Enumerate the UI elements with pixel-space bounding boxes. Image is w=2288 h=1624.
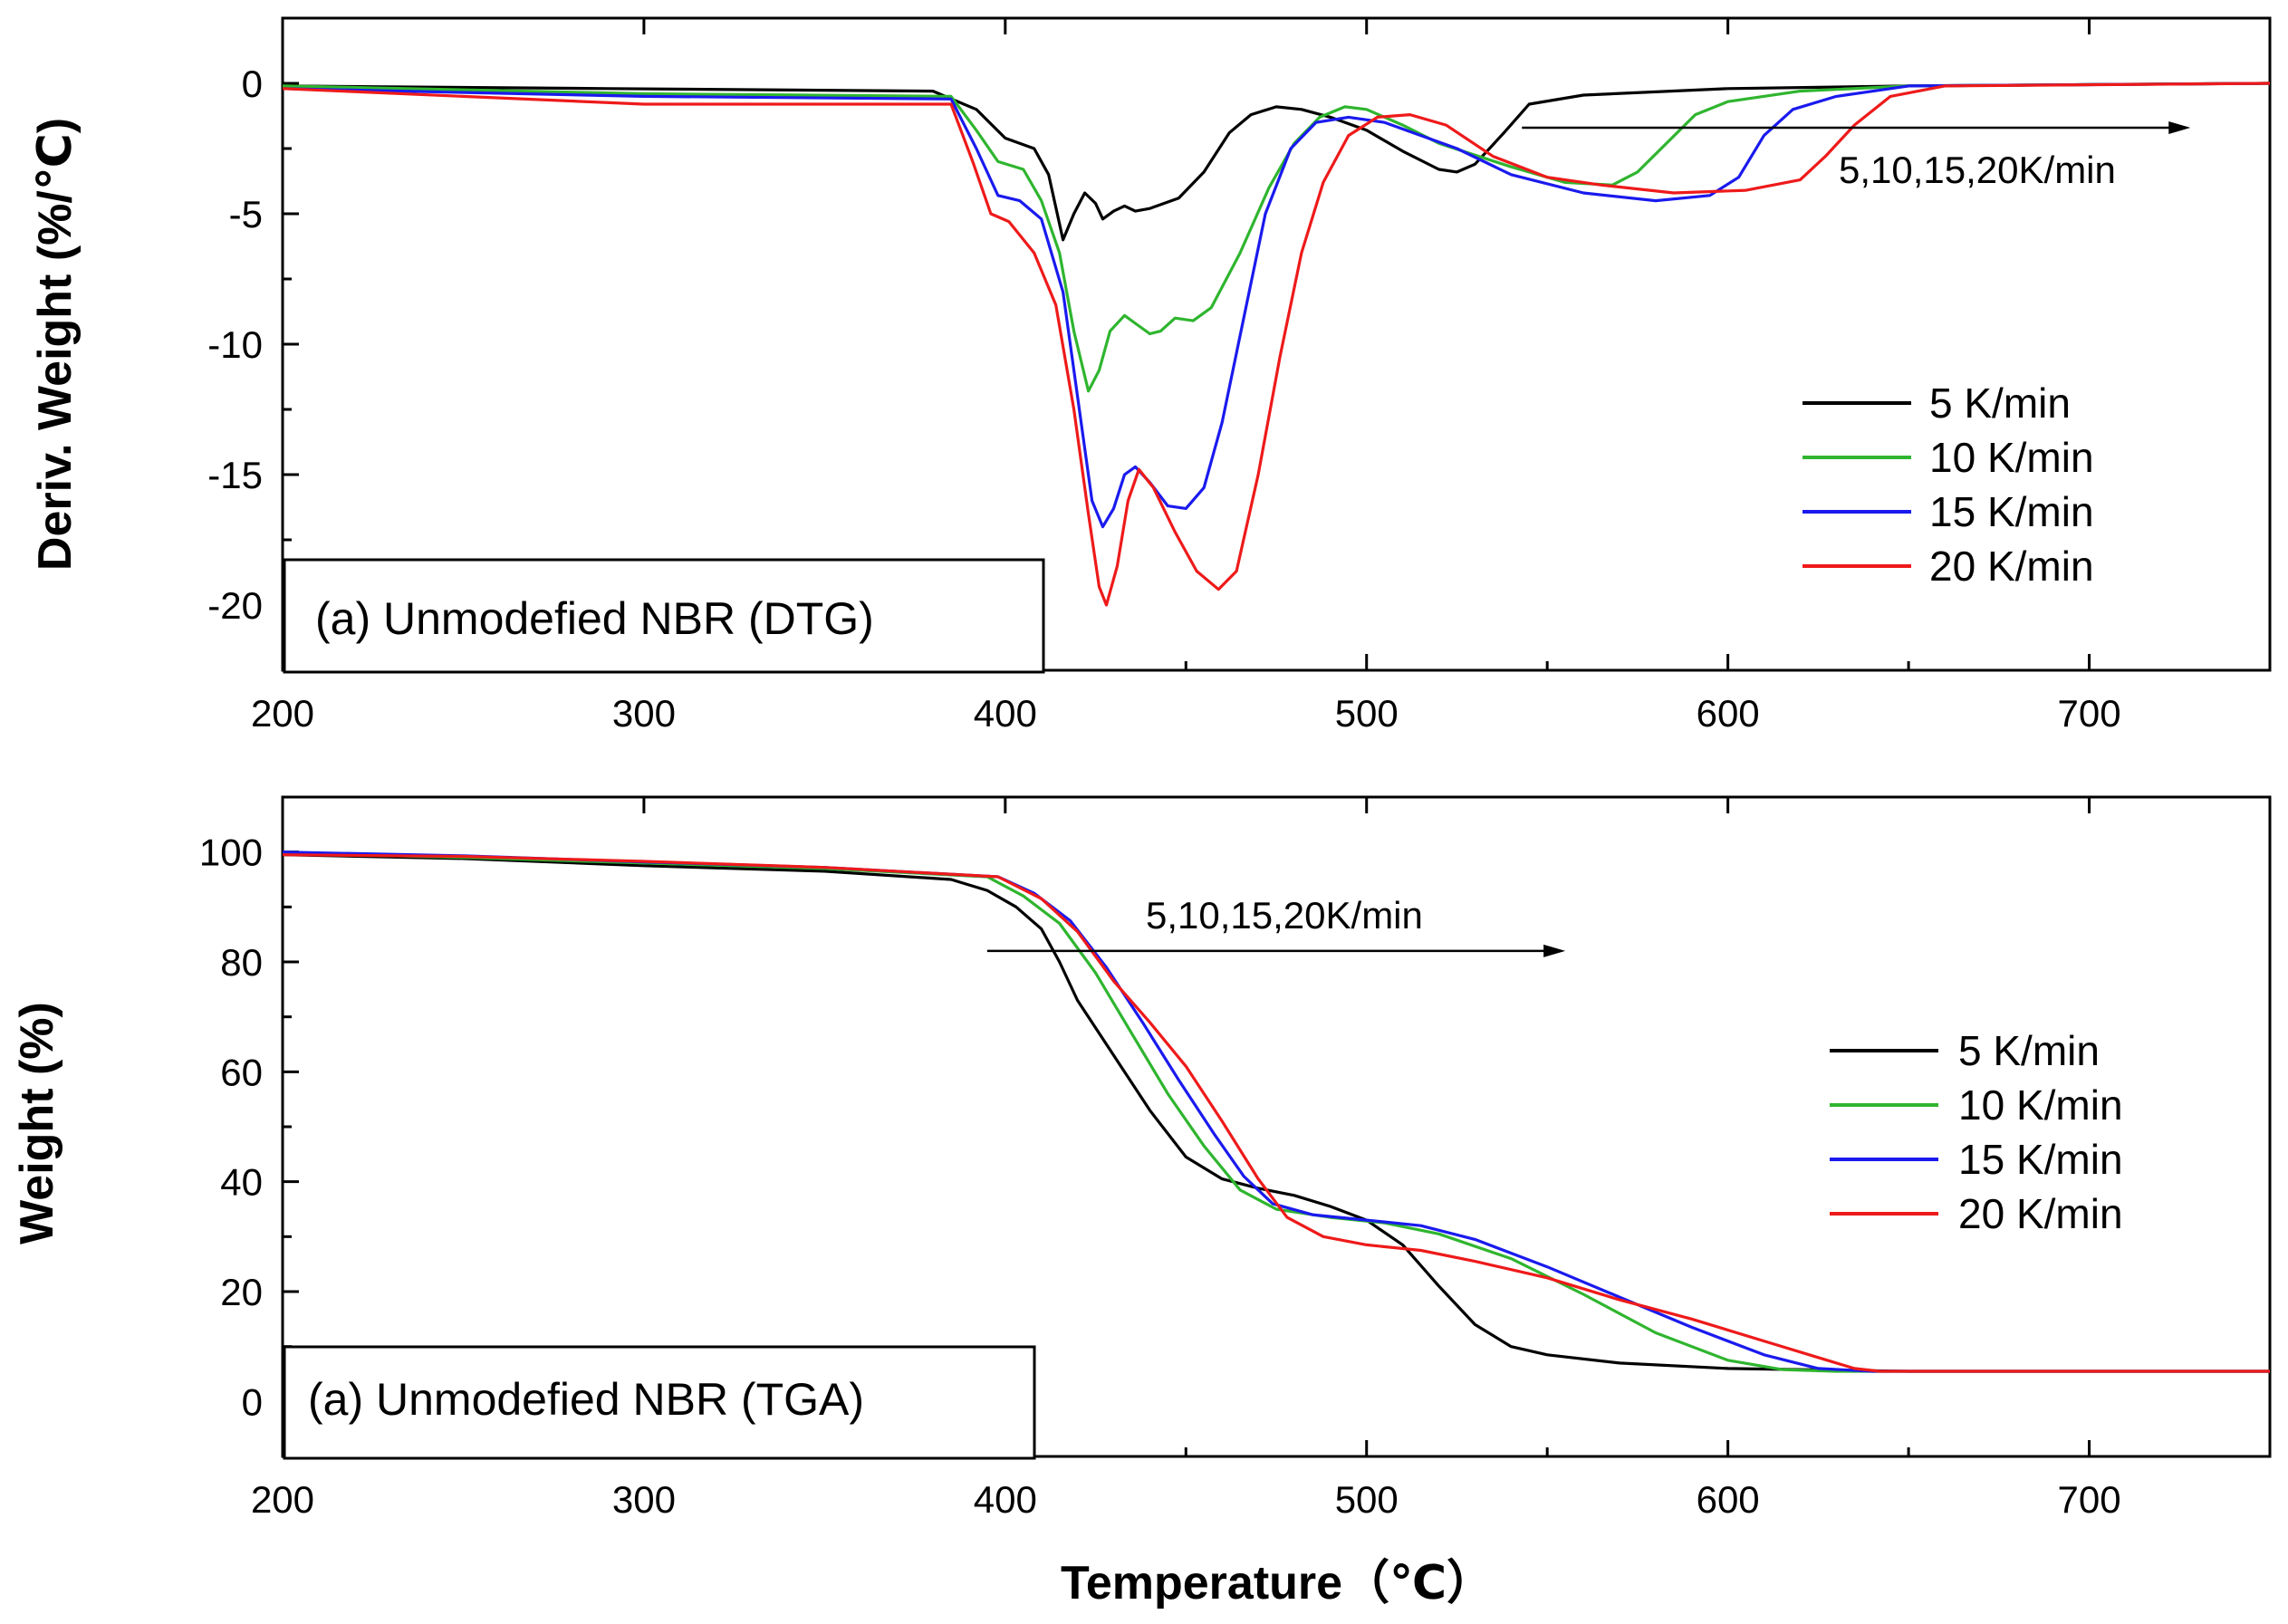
tga-x-tick-label: 300 xyxy=(612,1478,676,1521)
dtg-legend-label-3: 15 K/min xyxy=(1929,488,2094,535)
dtg-x-tick-label: 700 xyxy=(2058,692,2121,735)
tga-series-lines xyxy=(282,850,2270,1373)
tga-panel: 200 300 400 500 600 700 0 20 40 60 80 100 Weight (%… xyxy=(11,795,2272,1610)
dtg-x-tick-label: 400 xyxy=(974,692,1037,735)
tga-x-tick-label: 600 xyxy=(1697,1478,1760,1521)
dtg-x-tick-label: 200 xyxy=(251,692,314,735)
dtg-x-tick-label: 600 xyxy=(1697,692,1760,735)
tga-y-tick-label: 60 xyxy=(220,1051,263,1093)
dtg-series-line-3 xyxy=(282,82,2271,529)
dtg-series-line-4 xyxy=(282,82,2271,607)
tga-axis-ticks: 200 300 400 500 600 700 0 20 40 60 80 100 xyxy=(199,797,2121,1521)
dtg-series-lines xyxy=(282,82,2271,607)
dtg-y-tick-label: -10 xyxy=(207,323,263,366)
dtg-y-axis-title: Deriv. Weight (%/℃) xyxy=(29,118,82,571)
tga-legend-label-3: 15 K/min xyxy=(1958,1136,2123,1183)
dtg-rate-text: 5,10,15,20K/min xyxy=(1839,149,2116,191)
tga-label-frame xyxy=(283,1345,1036,1460)
dtg-x-tick-label: 300 xyxy=(612,692,676,735)
dtg-panel: 200 300 400 500 600 700 0 -5 -10 -15 -20 Deriv. We… xyxy=(29,16,2272,735)
dtg-label-frame xyxy=(283,558,1045,674)
tga-rate-annotation: 5,10,15,20K/min xyxy=(986,894,1566,957)
dtg-legend-label-2: 10 K/min xyxy=(1929,434,2094,481)
x-axis-title: Temperature（℃） xyxy=(1061,1557,1494,1610)
dtg-x-tick-label: 500 xyxy=(1335,692,1399,735)
tga-y-tick-label: 100 xyxy=(199,831,263,874)
dtg-rate-annotation: 5,10,15,20K/min xyxy=(1522,120,2191,191)
tga-x-tick-label: 200 xyxy=(251,1478,314,1521)
tga-y-tick-label: 80 xyxy=(220,941,263,984)
dtg-rate-arrowhead xyxy=(2168,120,2191,134)
tga-legend-label-1: 5 K/min xyxy=(1958,1027,2100,1074)
tga-rate-arrowhead xyxy=(1543,944,1566,957)
tga-y-tick-label: 20 xyxy=(220,1271,263,1313)
tga-series-line-4 xyxy=(282,853,2270,1373)
dtg-legend-label-4: 20 K/min xyxy=(1929,543,2094,590)
dtg-y-tick-label: -20 xyxy=(207,584,263,627)
dtg-series-line-2 xyxy=(282,82,2271,393)
tga-legend: 5 K/min 10 K/min 15 K/min 20 K/min xyxy=(1830,1027,2123,1237)
dtg-series-line-1 xyxy=(282,82,2271,242)
tga-series-line-1 xyxy=(282,853,2270,1373)
tga-panel-label-box: (a) Unmodefied NBR (TGA) xyxy=(283,1345,1036,1460)
tga-x-tick-label: 500 xyxy=(1335,1478,1399,1521)
tga-legend-label-2: 10 K/min xyxy=(1958,1081,2123,1129)
dtg-legend: 5 K/min 10 K/min 15 K/min 20 K/min xyxy=(1803,380,2094,590)
tga-x-tick-label: 700 xyxy=(2058,1478,2121,1521)
tga-panel-title: (a) Unmodefied NBR (TGA) xyxy=(308,1374,864,1425)
dtg-y-tick-label: 0 xyxy=(242,62,263,105)
tga-x-tick-label: 400 xyxy=(974,1478,1037,1521)
dtg-y-tick-label: -15 xyxy=(207,454,263,496)
dtg-panel-label-box: (a) Unmodefied NBR (DTG) xyxy=(283,558,1045,674)
tga-y-axis-title: Weight (%) xyxy=(11,1002,63,1244)
tga-rate-text: 5,10,15,20K/min xyxy=(1146,894,1423,937)
dtg-panel-title: (a) Unmodefied NBR (DTG) xyxy=(315,593,874,644)
tga-legend-label-4: 20 K/min xyxy=(1958,1190,2123,1237)
dtg-y-tick-label: -5 xyxy=(229,193,263,235)
dtg-legend-label-1: 5 K/min xyxy=(1929,380,2071,427)
tga-y-tick-label: 0 xyxy=(242,1380,263,1423)
dtg-axis-ticks: 200 300 400 500 600 700 0 -5 -10 -15 -20 xyxy=(207,18,2121,735)
tga-y-tick-label: 40 xyxy=(220,1161,263,1204)
